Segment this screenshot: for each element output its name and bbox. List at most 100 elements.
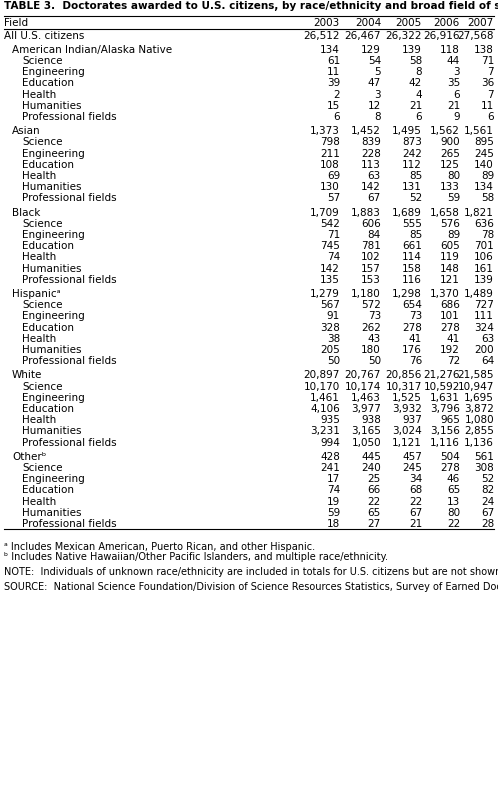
- Text: 52: 52: [481, 474, 494, 483]
- Text: 135: 135: [320, 275, 340, 284]
- Text: Engineering: Engineering: [22, 393, 85, 402]
- Text: 873: 873: [402, 137, 422, 147]
- Text: 176: 176: [402, 344, 422, 355]
- Text: Professional fields: Professional fields: [22, 275, 117, 284]
- Text: 9: 9: [453, 112, 460, 122]
- Text: 68: 68: [409, 485, 422, 495]
- Text: 6: 6: [488, 112, 494, 122]
- Text: 38: 38: [327, 333, 340, 344]
- Text: Science: Science: [22, 381, 63, 391]
- Text: 3,024: 3,024: [392, 426, 422, 436]
- Text: 74: 74: [327, 252, 340, 262]
- Text: 4,106: 4,106: [310, 403, 340, 414]
- Text: 63: 63: [481, 333, 494, 344]
- Text: 21,585: 21,585: [458, 370, 494, 380]
- Text: 938: 938: [361, 414, 381, 425]
- Text: 80: 80: [447, 507, 460, 517]
- Text: 1,695: 1,695: [464, 393, 494, 402]
- Text: 8: 8: [415, 67, 422, 77]
- Text: 131: 131: [402, 182, 422, 192]
- Text: 82: 82: [481, 485, 494, 495]
- Text: 63: 63: [368, 171, 381, 181]
- Text: 245: 245: [402, 463, 422, 472]
- Text: 118: 118: [440, 45, 460, 55]
- Text: 798: 798: [320, 137, 340, 147]
- Text: 727: 727: [474, 300, 494, 310]
- Text: SOURCE:  National Science Foundation/Division of Science Resources Statistics, S: SOURCE: National Science Foundation/Divi…: [4, 581, 498, 591]
- Text: 114: 114: [402, 252, 422, 262]
- Text: 245: 245: [474, 149, 494, 158]
- Text: 25: 25: [368, 474, 381, 483]
- Text: 2,855: 2,855: [464, 426, 494, 436]
- Text: Education: Education: [22, 160, 74, 169]
- Text: 47: 47: [368, 79, 381, 88]
- Text: Education: Education: [22, 485, 74, 495]
- Text: 278: 278: [440, 322, 460, 332]
- Text: 11: 11: [327, 67, 340, 77]
- Text: 241: 241: [320, 463, 340, 472]
- Text: 7: 7: [488, 89, 494, 100]
- Text: Field: Field: [4, 18, 28, 28]
- Text: 26,916: 26,916: [423, 31, 460, 40]
- Text: 935: 935: [320, 414, 340, 425]
- Text: Professional fields: Professional fields: [22, 112, 117, 122]
- Text: 80: 80: [447, 171, 460, 181]
- Text: 26,467: 26,467: [345, 31, 381, 40]
- Text: 21: 21: [409, 100, 422, 111]
- Text: Professional fields: Professional fields: [22, 437, 117, 447]
- Text: 17: 17: [327, 474, 340, 483]
- Text: 113: 113: [361, 160, 381, 169]
- Text: 3,231: 3,231: [310, 426, 340, 436]
- Text: 3,796: 3,796: [430, 403, 460, 414]
- Text: 65: 65: [368, 507, 381, 517]
- Text: 228: 228: [361, 149, 381, 158]
- Text: 994: 994: [320, 437, 340, 447]
- Text: 18: 18: [327, 519, 340, 528]
- Text: Hispanicᵃ: Hispanicᵃ: [12, 288, 61, 299]
- Text: 24: 24: [481, 496, 494, 506]
- Text: Engineering: Engineering: [22, 149, 85, 158]
- Text: 242: 242: [402, 149, 422, 158]
- Text: 85: 85: [409, 171, 422, 181]
- Text: Education: Education: [22, 322, 74, 332]
- Text: 69: 69: [327, 171, 340, 181]
- Text: 1,658: 1,658: [430, 207, 460, 218]
- Text: 1,709: 1,709: [310, 207, 340, 218]
- Text: 61: 61: [327, 56, 340, 66]
- Text: 8: 8: [374, 112, 381, 122]
- Text: 139: 139: [402, 45, 422, 55]
- Text: 58: 58: [481, 194, 494, 203]
- Text: 661: 661: [402, 241, 422, 251]
- Text: Professional fields: Professional fields: [22, 519, 117, 528]
- Text: Otherᵇ: Otherᵇ: [12, 451, 46, 461]
- Text: 111: 111: [474, 311, 494, 321]
- Text: 106: 106: [474, 252, 494, 262]
- Text: NOTE:  Individuals of unknown race/ethnicity are included in totals for U.S. cit: NOTE: Individuals of unknown race/ethnic…: [4, 566, 498, 576]
- Text: 1,495: 1,495: [392, 126, 422, 136]
- Text: 567: 567: [320, 300, 340, 310]
- Text: 7: 7: [488, 67, 494, 77]
- Text: 65: 65: [447, 485, 460, 495]
- Text: 3: 3: [374, 89, 381, 100]
- Text: 129: 129: [361, 45, 381, 55]
- Text: Engineering: Engineering: [22, 311, 85, 321]
- Text: 73: 73: [368, 311, 381, 321]
- Text: 142: 142: [361, 182, 381, 192]
- Text: Science: Science: [22, 463, 63, 472]
- Text: 1,561: 1,561: [464, 126, 494, 136]
- Text: All U.S. citizens: All U.S. citizens: [4, 31, 84, 40]
- Text: Humanities: Humanities: [22, 263, 82, 273]
- Text: 965: 965: [440, 414, 460, 425]
- Text: 262: 262: [361, 322, 381, 332]
- Text: 22: 22: [368, 496, 381, 506]
- Text: 278: 278: [402, 322, 422, 332]
- Text: 636: 636: [474, 218, 494, 229]
- Text: 1,821: 1,821: [464, 207, 494, 218]
- Text: Humanities: Humanities: [22, 507, 82, 517]
- Text: Professional fields: Professional fields: [22, 356, 117, 365]
- Text: 6: 6: [333, 112, 340, 122]
- Text: 36: 36: [481, 79, 494, 88]
- Text: 654: 654: [402, 300, 422, 310]
- Text: Health: Health: [22, 89, 56, 100]
- Text: 3: 3: [453, 67, 460, 77]
